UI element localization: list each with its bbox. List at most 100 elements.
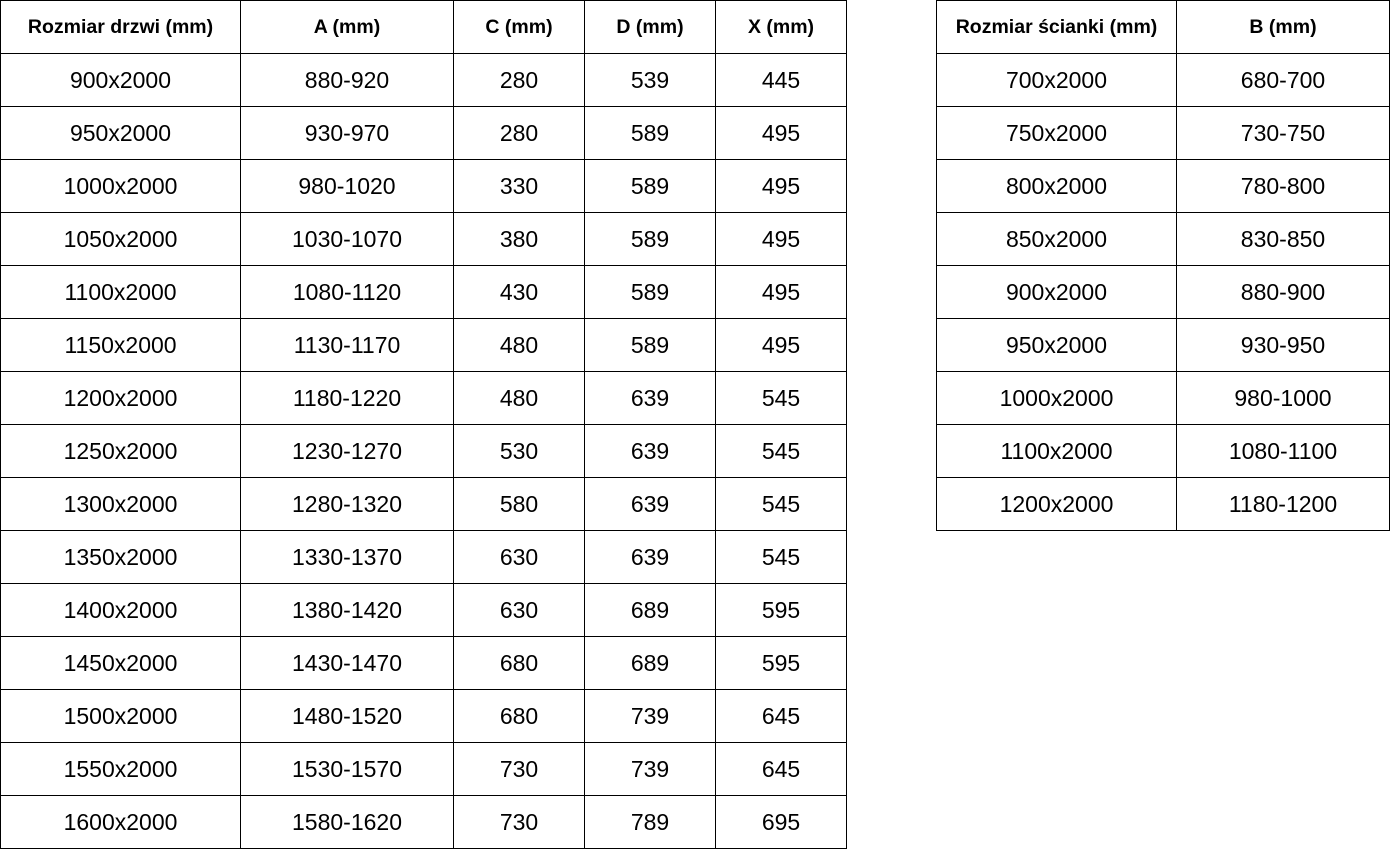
table-cell: 545 <box>715 477 847 531</box>
table-row: 1350x2000 1330-1370 630 639 545 <box>0 530 847 584</box>
table-cell: 589 <box>584 212 716 266</box>
table-cell: 1130-1170 <box>240 318 454 372</box>
table-cell: 595 <box>715 636 847 690</box>
table-cell: 850x2000 <box>936 212 1177 266</box>
table-cell: 1200x2000 <box>0 371 241 425</box>
table-cell: 900x2000 <box>0 53 241 107</box>
table-cell: 1480-1520 <box>240 689 454 743</box>
table-row: 1100x2000 1080-1120 430 589 495 <box>0 265 847 319</box>
table-cell: 1380-1420 <box>240 583 454 637</box>
table-cell: 1600x2000 <box>0 795 241 849</box>
column-header: Rozmiar drzwi (mm) <box>0 0 241 54</box>
table-cell: 1350x2000 <box>0 530 241 584</box>
table-cell: 639 <box>584 477 716 531</box>
column-header: C (mm) <box>453 0 585 54</box>
table-row: 1550x2000 1530-1570 730 739 645 <box>0 742 847 796</box>
table-cell: 930-950 <box>1176 318 1390 372</box>
header-row: Rozmiar drzwi (mm) A (mm) C (mm) D (mm) X (m… <box>0 0 847 54</box>
table-cell: 1500x2000 <box>0 689 241 743</box>
wall-size-table: Rozmiar ścianki (mm) B (mm) 700x2000 680-7… <box>936 0 1390 531</box>
table-cell: 739 <box>584 742 716 796</box>
door-size-table: Rozmiar drzwi (mm) A (mm) C (mm) D (mm) X (m… <box>0 0 847 849</box>
table-cell: 950x2000 <box>936 318 1177 372</box>
table-cell: 639 <box>584 371 716 425</box>
table-cell: 1530-1570 <box>240 742 454 796</box>
table-cell: 1100x2000 <box>0 265 241 319</box>
table-row: 750x2000 730-750 <box>936 106 1390 160</box>
table-cell: 1180-1220 <box>240 371 454 425</box>
table-cell: 830-850 <box>1176 212 1390 266</box>
table-row: 950x2000 930-970 280 589 495 <box>0 106 847 160</box>
table-cell: 930-970 <box>240 106 454 160</box>
table-cell: 495 <box>715 318 847 372</box>
table-cell: 1000x2000 <box>936 371 1177 425</box>
table-cell: 589 <box>584 318 716 372</box>
table-cell: 639 <box>584 424 716 478</box>
table-row: 1050x2000 1030-1070 380 589 495 <box>0 212 847 266</box>
table-cell: 1250x2000 <box>0 424 241 478</box>
table-cell: 330 <box>453 159 585 213</box>
table-cell: 880-900 <box>1176 265 1390 319</box>
table-cell: 539 <box>584 53 716 107</box>
table-cell: 680 <box>453 689 585 743</box>
table-cell: 680-700 <box>1176 53 1390 107</box>
table-cell: 1330-1370 <box>240 530 454 584</box>
table-row: 1150x2000 1130-1170 480 589 495 <box>0 318 847 372</box>
table-cell: 480 <box>453 371 585 425</box>
table-cell: 1430-1470 <box>240 636 454 690</box>
table-cell: 595 <box>715 583 847 637</box>
table-cell: 380 <box>453 212 585 266</box>
table-cell: 800x2000 <box>936 159 1177 213</box>
table-cell: 589 <box>584 106 716 160</box>
table-cell: 880-920 <box>240 53 454 107</box>
table-cell: 689 <box>584 583 716 637</box>
table-cell: 980-1020 <box>240 159 454 213</box>
table-cell: 1200x2000 <box>936 477 1177 531</box>
table-cell: 700x2000 <box>936 53 1177 107</box>
table-cell: 789 <box>584 795 716 849</box>
table-cell: 780-800 <box>1176 159 1390 213</box>
table-cell: 280 <box>453 106 585 160</box>
table-cell: 1080-1100 <box>1176 424 1390 478</box>
table-cell: 680 <box>453 636 585 690</box>
table-row: 1300x2000 1280-1320 580 639 545 <box>0 477 847 531</box>
table-cell: 730 <box>453 742 585 796</box>
table-cell: 730-750 <box>1176 106 1390 160</box>
table-cell: 495 <box>715 212 847 266</box>
table-cell: 1450x2000 <box>0 636 241 690</box>
table-cell: 689 <box>584 636 716 690</box>
table-cell: 545 <box>715 530 847 584</box>
table-row: 1200x2000 1180-1220 480 639 545 <box>0 371 847 425</box>
table-cell: 630 <box>453 583 585 637</box>
table-row: 1400x2000 1380-1420 630 689 595 <box>0 583 847 637</box>
table-cell: 1080-1120 <box>240 265 454 319</box>
table-cell: 630 <box>453 530 585 584</box>
table-row: 1000x2000 980-1000 <box>936 371 1390 425</box>
table-row: 800x2000 780-800 <box>936 159 1390 213</box>
table-row: 1500x2000 1480-1520 680 739 645 <box>0 689 847 743</box>
table-cell: 750x2000 <box>936 106 1177 160</box>
column-header: A (mm) <box>240 0 454 54</box>
table-cell: 530 <box>453 424 585 478</box>
table-cell: 950x2000 <box>0 106 241 160</box>
table-row: 1100x2000 1080-1100 <box>936 424 1390 478</box>
table-cell: 1000x2000 <box>0 159 241 213</box>
table-cell: 589 <box>584 159 716 213</box>
table-cell: 1100x2000 <box>936 424 1177 478</box>
column-header: B (mm) <box>1176 0 1390 54</box>
table-row: 900x2000 880-920 280 539 445 <box>0 53 847 107</box>
header-row: Rozmiar ścianki (mm) B (mm) <box>936 0 1390 54</box>
table-cell: 1280-1320 <box>240 477 454 531</box>
table-cell: 580 <box>453 477 585 531</box>
table-cell: 739 <box>584 689 716 743</box>
table-row: 1600x2000 1580-1620 730 789 695 <box>0 795 847 849</box>
table-cell: 1400x2000 <box>0 583 241 637</box>
table-cell: 1150x2000 <box>0 318 241 372</box>
table-cell: 480 <box>453 318 585 372</box>
table-cell: 1230-1270 <box>240 424 454 478</box>
table-cell: 545 <box>715 371 847 425</box>
table-cell: 1030-1070 <box>240 212 454 266</box>
table-row: 700x2000 680-700 <box>936 53 1390 107</box>
table-cell: 645 <box>715 689 847 743</box>
table-cell: 430 <box>453 265 585 319</box>
